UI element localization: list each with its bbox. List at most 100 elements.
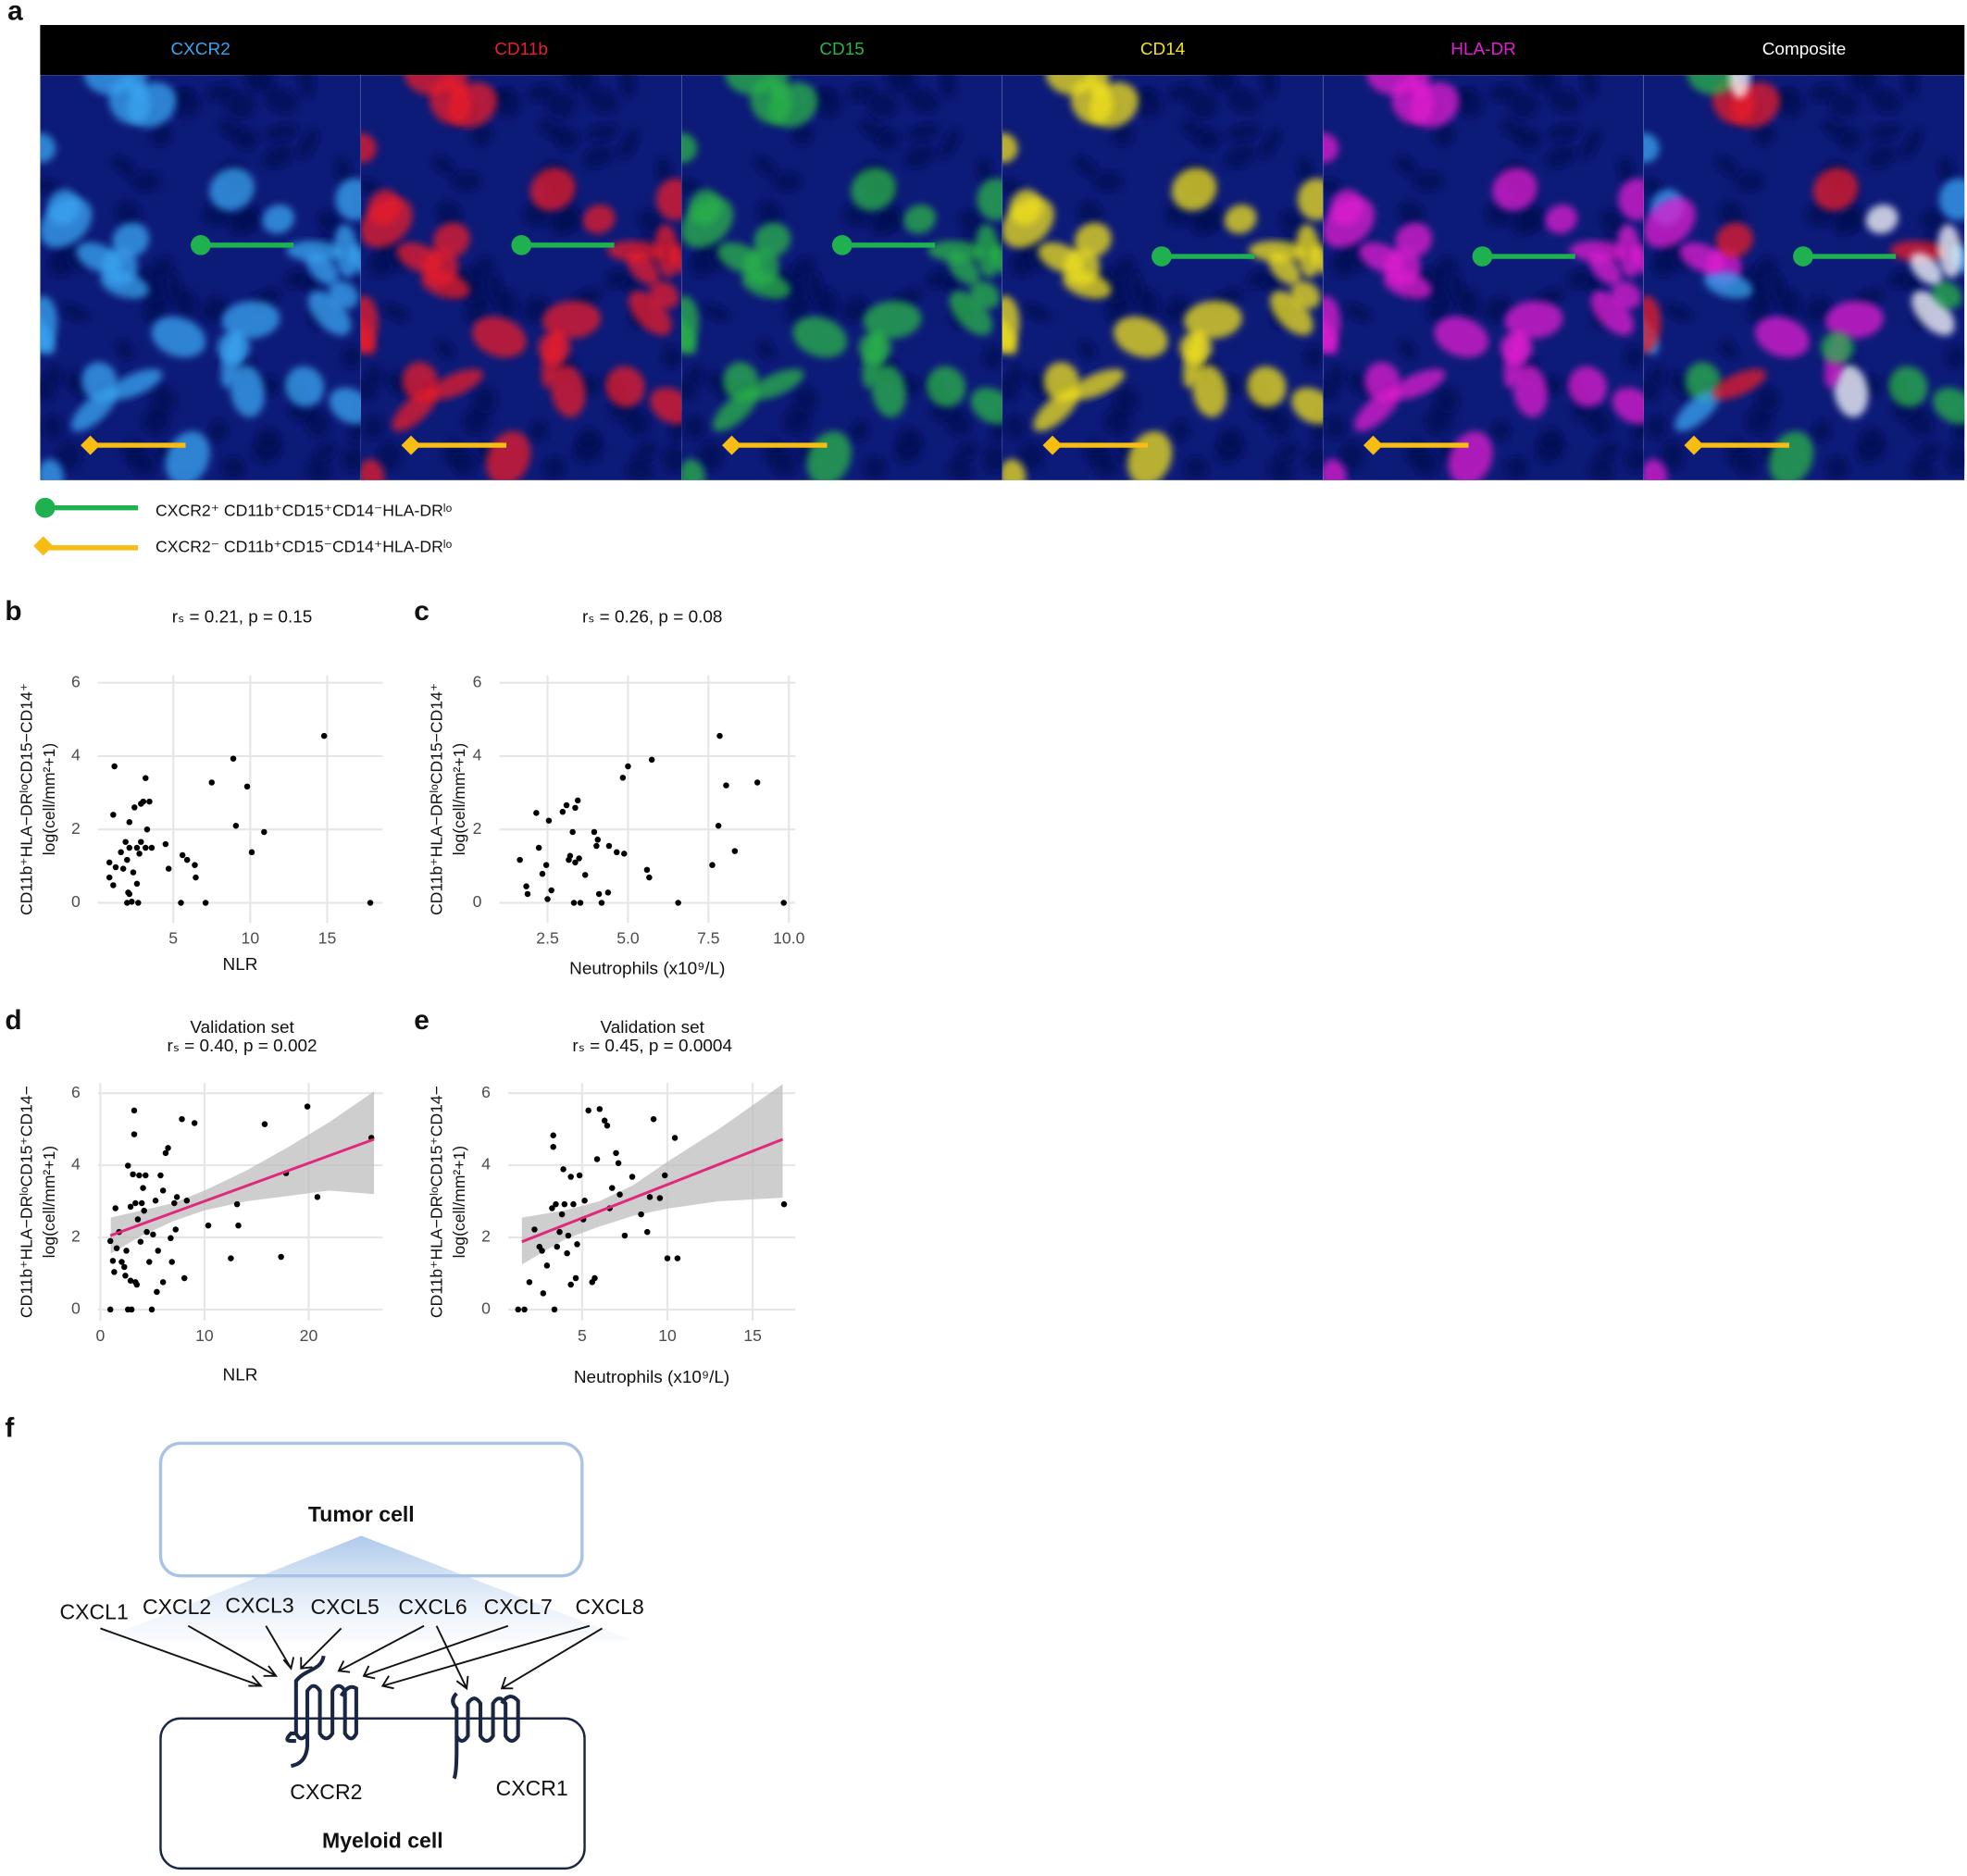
nucleus [151,386,177,414]
point [143,775,149,781]
stained-cell [329,387,361,425]
nucleus [634,441,658,462]
point [192,862,198,868]
panel-label: e [414,1005,430,1036]
chart-title: Validation set [190,1018,294,1037]
arrow [380,1624,591,1690]
y-tick-label: 4 [71,1155,81,1174]
nucleus [40,178,59,194]
nucleus [1010,254,1034,278]
nucleus [451,451,478,477]
chart-title: rₛ = 0.26, p = 0.08 [582,608,723,627]
point [564,1249,570,1257]
point [146,1259,153,1265]
point [548,887,554,894]
nucleus [1224,143,1256,169]
y-axis-label: CD11b⁺HLA−DRˡᵒCD15⁺CD14− [428,1086,446,1318]
nucleus [1580,75,1599,98]
x-tick-label: 7.5 [697,929,720,948]
point [753,779,761,786]
point [609,1185,616,1191]
stained-cell [76,242,122,274]
stained-cell [1033,389,1079,432]
nucleus [1279,209,1305,235]
point [531,1226,538,1233]
y-tick-label: 2 [473,819,482,838]
point [723,782,729,789]
nucleus [1432,122,1456,147]
point [646,874,653,881]
nucleus [940,75,957,98]
y-axis-label: CD11b⁺HLA−DRˡᵒCD15−CD14⁺ [428,683,446,915]
nucleus [1624,446,1644,473]
nucleus [1323,178,1342,194]
point [228,1255,234,1261]
stained-cell [1408,75,1430,99]
point [544,896,551,902]
point [230,755,237,762]
nucleus [166,270,183,304]
stained-cell [629,291,672,336]
nucleus [771,171,803,193]
stained-cell [221,300,280,340]
nucleus [492,89,521,118]
stained-cell [1679,242,1726,274]
point [593,1156,601,1162]
nucleus [841,296,871,323]
nucleus [792,386,818,414]
stained-cell [360,132,377,164]
nucleus [756,200,783,227]
nucleus [526,82,556,103]
nucleus [149,122,173,147]
nucleus [814,89,842,118]
channel-label: CD14 [1140,40,1185,59]
nucleus [1597,441,1620,462]
point [523,883,529,889]
nucleus [1431,255,1456,281]
nucleus [1187,92,1218,119]
x-tick-label: 2.5 [536,929,559,948]
stained-cell [1390,368,1446,400]
point [596,1106,604,1112]
x-axis-label: NLR [223,1365,258,1385]
stained-cell [1248,241,1305,263]
stained-cell [40,295,58,354]
stained-cell [1002,295,1020,354]
y-tick-label: 6 [71,672,81,690]
stained-cell [1192,365,1227,417]
nucleus [469,255,494,281]
stained-cell [538,331,571,364]
point [533,810,540,816]
stained-cell [429,368,484,400]
point [168,1259,175,1265]
point [171,1199,178,1207]
scatter-chart: c rₛ = 0.26, p = 0.08 0 2 4 6 2.5 5.0 7.5 10.0 Neu… [414,596,804,978]
point [133,844,141,851]
point [135,900,142,906]
point [567,1174,574,1180]
nucleus [148,255,174,281]
y-tick-label: 2 [481,1227,491,1246]
stained-cell [1395,222,1433,258]
nucleus [1734,171,1765,193]
point [593,842,600,850]
nucleus [1134,89,1163,118]
nucleus [1745,406,1774,435]
nucleus [689,254,714,278]
point [202,900,209,906]
nucleus [955,441,978,462]
nucleus [1775,89,1804,118]
nucleus [1945,446,1965,473]
point [560,1166,566,1173]
nucleus [545,92,577,119]
point [136,1172,143,1179]
point [615,1160,622,1166]
nucleus [1504,455,1529,480]
panel-label: c [414,596,430,627]
nucleus [297,128,319,159]
point [183,1198,191,1204]
ligand-label: CXCL8 [576,1595,644,1619]
point [130,869,137,876]
point [543,1262,551,1269]
